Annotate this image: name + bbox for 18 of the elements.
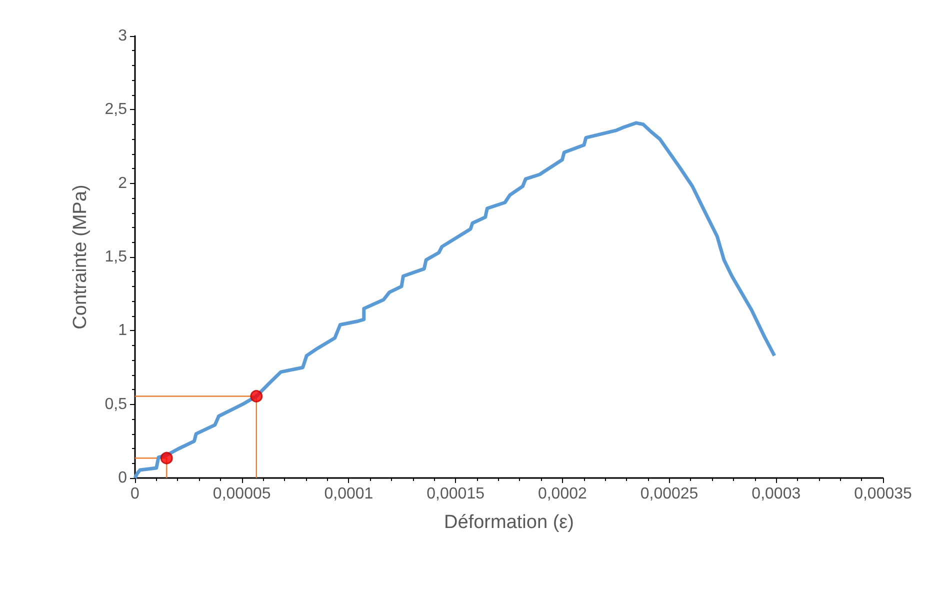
y-tick-label: 1 xyxy=(118,322,128,340)
x-tick-label: 0,00005 xyxy=(212,486,271,502)
y-tick-label: 2 xyxy=(118,174,128,192)
y-axis-title: Contrainte (MPa) xyxy=(70,184,91,330)
y-tick-label: 3 xyxy=(118,28,128,44)
x-tick-label: 0,00015 xyxy=(426,486,485,502)
x-tick-label: 0,00035 xyxy=(854,486,912,502)
y-tick-label: 0 xyxy=(118,470,128,486)
y-tick-label: 0,5 xyxy=(104,396,128,413)
line-series xyxy=(133,121,776,480)
y-tick-label: 2,5 xyxy=(104,101,128,118)
y-tick-label: 1,5 xyxy=(104,248,128,266)
x-tick-label: 0,0003 xyxy=(752,486,801,502)
x-tick-label: 0,0001 xyxy=(324,486,374,502)
x-tick-label: 0,0002 xyxy=(538,486,587,502)
x-tick-label: 0,00025 xyxy=(640,486,698,502)
x-axis-title: Déformation (ε) xyxy=(444,512,574,533)
x-tick-label: 0 xyxy=(130,486,140,502)
